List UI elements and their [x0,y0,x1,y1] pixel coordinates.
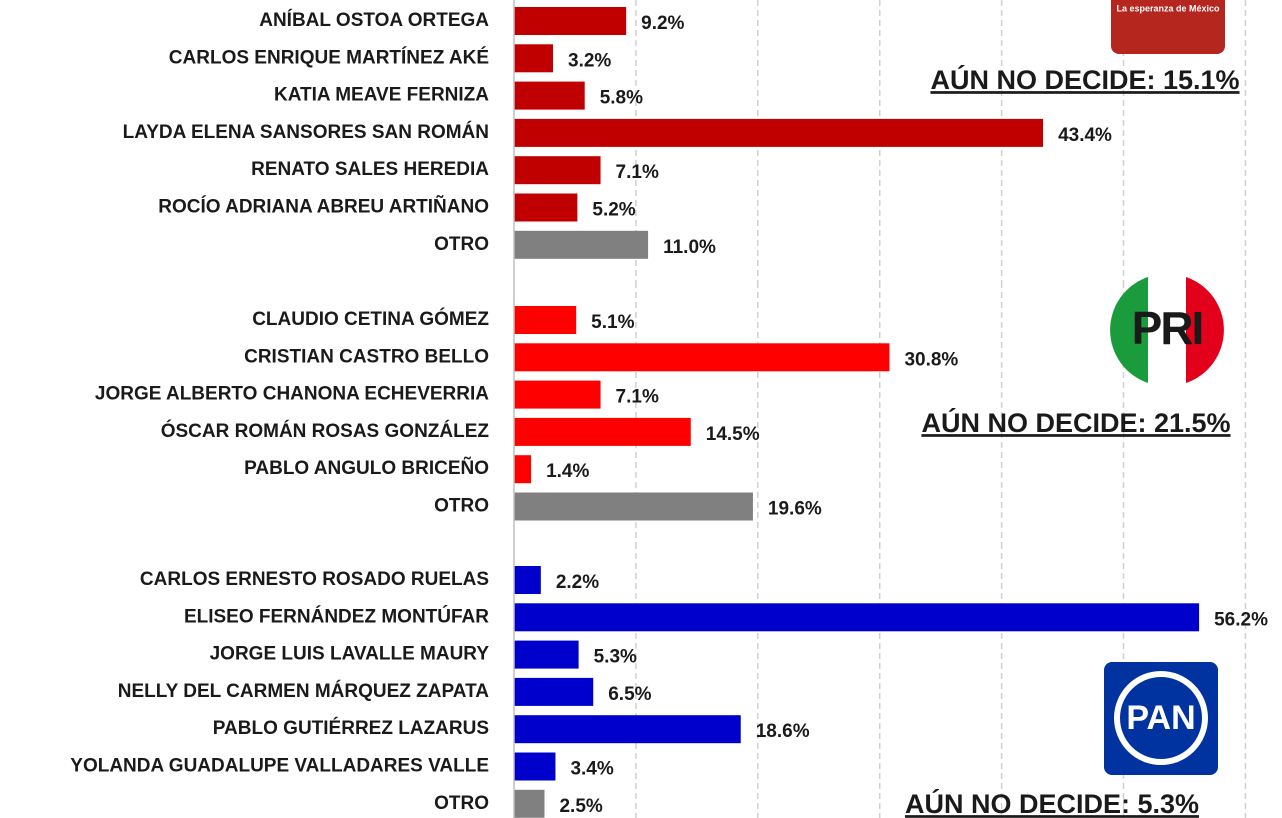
value-label: 1.4% [546,461,589,482]
bar [514,380,601,409]
value-label: 3.2% [568,50,611,71]
category-label: ANÍBAL OSTOA ORTEGA [259,9,489,31]
value-label: 5.2% [592,200,635,221]
category-label: YOLANDA GUADALUPE VALLADARES VALLE [70,756,489,777]
bar [514,118,1044,147]
value-label: 14.5% [706,424,760,445]
value-label: 2.2% [556,572,599,593]
category-label: PABLO GUTIÉRREZ LAZARUS [213,717,489,739]
category-label: CARLOS ENRIQUE MARTÍNEZ AKÉ [169,46,489,68]
category-label: ÓSCAR ROMÁN ROSAS GONZÁLEZ [161,420,490,442]
bar [514,715,741,744]
logo-text: PRI [1132,302,1203,354]
bar [514,455,532,484]
pan-ring [1114,671,1208,765]
value-label: 19.6% [768,499,822,520]
pri-red [1186,277,1224,383]
morena-logo [1111,0,1225,54]
value-label: 5.1% [591,312,634,333]
value-label: 3.4% [570,759,613,780]
category-label: OTRO [434,793,489,814]
value-label: 30.8% [904,349,958,370]
category-label: JORGE ALBERTO CHANONA ECHEVERRIA [95,384,489,405]
bar [514,230,649,259]
logo-text: PAN [1126,699,1195,737]
value-label: 11.0% [663,237,716,258]
category-label: CRISTIAN CASTRO BELLO [244,346,489,367]
bar [514,193,578,222]
annotation: AÚN NO DECIDE: 21.5% [921,407,1230,438]
value-label: 18.6% [756,721,810,742]
bar [514,640,579,669]
category-label: RENATO SALES HEREDIA [251,159,489,180]
bar [514,7,627,35]
bar [514,677,594,706]
annotation: AÚN NO DECIDE: 15.1% [930,64,1239,95]
logo-text: La esperanza de México [1116,3,1220,13]
bar [514,81,585,110]
value-label: 5.8% [600,88,643,109]
category-label: OTRO [434,234,489,255]
bar [514,306,577,334]
value-label: 56.2% [1214,609,1268,630]
category-label: CARLOS ERNESTO ROSADO RUELAS [140,569,489,590]
category-label: JORGE LUIS LAVALLE MAURY [210,644,490,665]
bar [514,417,691,446]
bar [514,603,1200,632]
category-label: ROCÍO ADRIANA ABREU ARTIÑANO [158,196,489,218]
bar [514,44,554,73]
annotation: AÚN NO DECIDE: 5.3% [905,788,1199,818]
category-label: NELLY DEL CARMEN MÁRQUEZ ZAPATA [118,680,489,702]
bar [514,566,541,594]
pri-green [1110,277,1148,383]
value-label: 7.1% [616,387,659,408]
category-label: CLAUDIO CETINA GÓMEZ [252,308,489,330]
category-label: OTRO [434,496,489,517]
category-label: ELISEO FERNÁNDEZ MONTÚFAR [184,605,489,627]
bar [514,492,753,521]
value-label: 9.2% [641,13,684,34]
bar [514,789,545,818]
value-label: 5.3% [594,647,637,668]
value-label: 7.1% [616,162,659,183]
bar [514,156,601,185]
category-label: LAYDA ELENA SANSORES SAN ROMÁN [123,121,489,143]
value-label: 2.5% [559,796,602,817]
category-label: KATIA MEAVE FERNIZA [274,85,489,106]
pan-logo [1104,662,1218,775]
value-label: 43.4% [1058,125,1112,146]
bar [514,343,890,372]
bar [514,752,556,781]
category-label: PABLO ANGULO BRICEÑO [244,457,489,479]
value-label: 6.5% [608,684,651,705]
